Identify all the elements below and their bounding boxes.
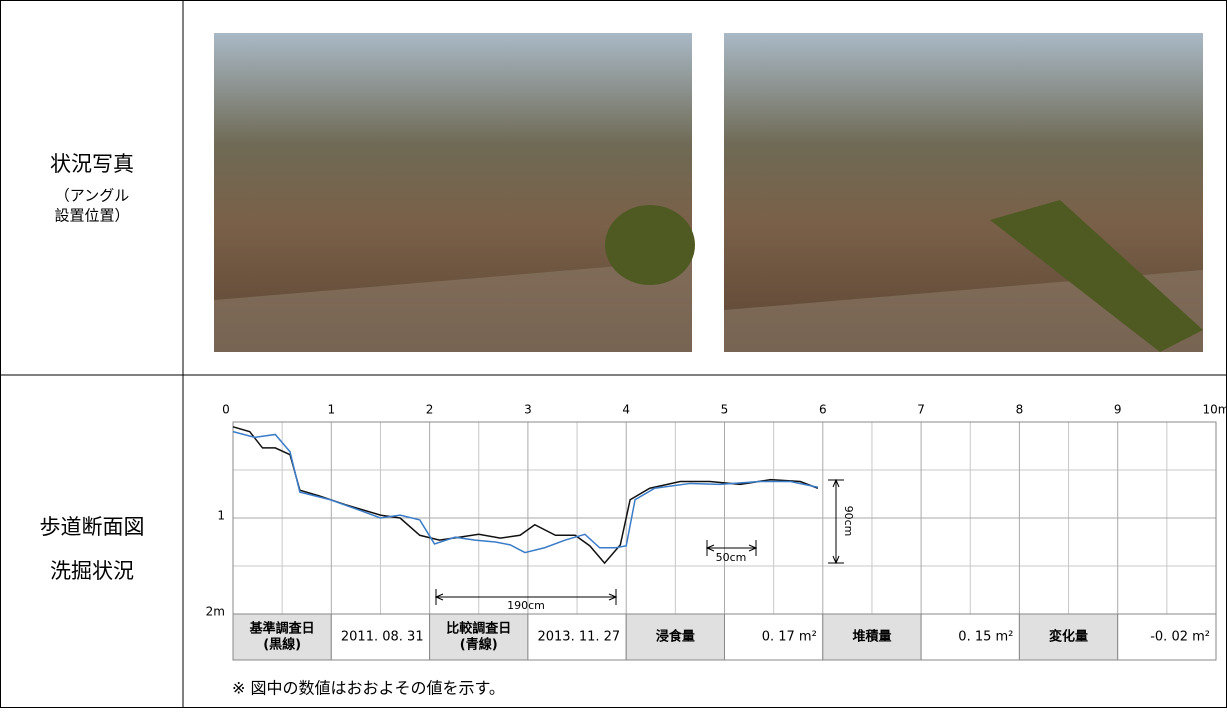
summary-label-cell xyxy=(1018,613,1119,661)
annotation: 90cm xyxy=(842,506,855,537)
annotation: 50cm xyxy=(716,551,747,564)
summary-value-cell xyxy=(920,613,1020,661)
summary-label-cell xyxy=(822,613,922,661)
annotation: 190cm xyxy=(507,599,545,612)
arrow xyxy=(434,593,618,601)
summary-value-cell xyxy=(724,613,824,661)
summary-label-cell xyxy=(625,613,726,661)
x-tick-label: 4 xyxy=(622,403,630,417)
arrow xyxy=(832,478,840,565)
row-sublabel: （アングル xyxy=(55,187,129,205)
photo xyxy=(724,33,1203,352)
profile-line xyxy=(232,426,819,565)
profile-line xyxy=(232,430,819,554)
summary-value-cell xyxy=(1117,613,1217,661)
note: ※ 図中の数値はおおよその値を示す。 xyxy=(232,679,505,698)
x-tick-label: 0 xyxy=(222,403,230,417)
x-tick-label: 1 xyxy=(327,403,335,417)
row-sublabel: 設置位置） xyxy=(54,207,129,225)
summary-label: (黒線) xyxy=(263,637,301,653)
summary-label: 浸食量 xyxy=(656,629,695,645)
y-tick-label: 1 xyxy=(217,509,225,523)
summary-label: 堆積量 xyxy=(852,629,891,645)
x-tick-label: 3 xyxy=(524,403,532,417)
summary-value: 0. 15 m² xyxy=(958,630,1013,645)
x-tick-label: 6 xyxy=(819,403,827,417)
summary-label-cell xyxy=(429,613,529,661)
summary-value: 2011. 08. 31 xyxy=(341,630,424,645)
photo xyxy=(214,33,695,352)
summary-label-cell xyxy=(232,613,332,661)
summary-value: -0. 02 m² xyxy=(1150,630,1210,645)
x-tick-label: 2 xyxy=(426,403,434,417)
summary-value-cell xyxy=(330,613,431,661)
summary-label: 基準調査日 xyxy=(249,621,315,637)
arrow xyxy=(705,544,758,552)
summary-label: (青線) xyxy=(460,637,498,653)
x-tick-label: 5 xyxy=(721,403,729,417)
summary-value: 0. 17 m² xyxy=(762,630,817,645)
summary-value: 2013. 11. 27 xyxy=(537,630,620,645)
row-label: 状況写真 xyxy=(50,152,134,176)
x-tick-label: 10m xyxy=(1203,403,1227,417)
x-tick-label: 9 xyxy=(1114,403,1122,417)
x-tick-label: 8 xyxy=(1016,403,1024,417)
x-tick-label: 7 xyxy=(917,403,925,417)
summary-value-cell xyxy=(527,613,627,661)
row-label: 洗掘状況 xyxy=(50,559,134,583)
summary-label: 変化量 xyxy=(1049,629,1088,645)
summary-label: 比較調査日 xyxy=(446,621,511,637)
row-label: 歩道断面図 xyxy=(40,515,145,539)
y-tick-label: 2m xyxy=(206,605,225,619)
